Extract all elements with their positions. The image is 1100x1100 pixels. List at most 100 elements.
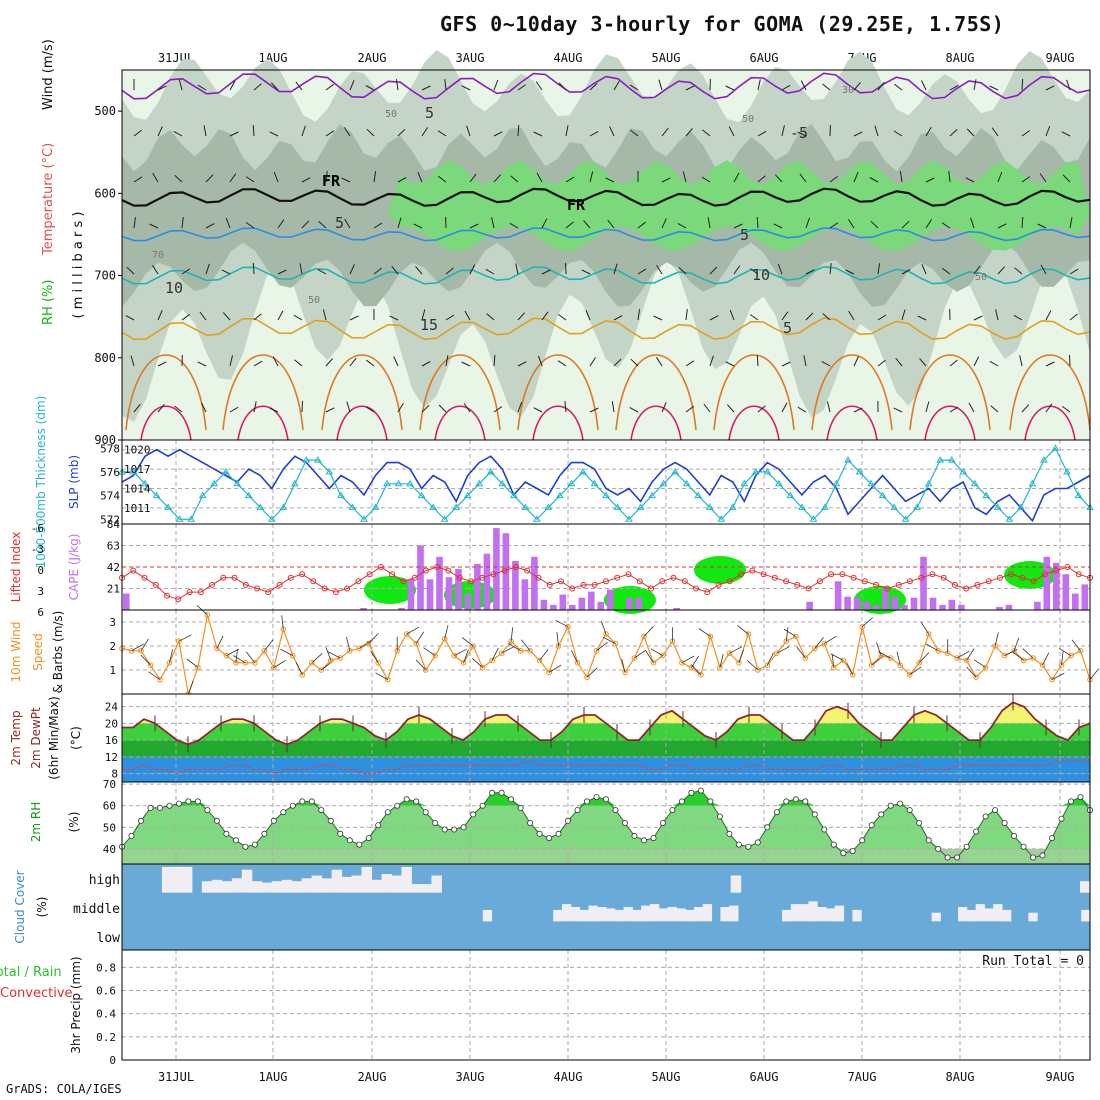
lifted-index-marker bbox=[794, 581, 801, 588]
thickness-marker bbox=[406, 479, 414, 487]
ylabel-millibars: ( m i l l i b a r s ) bbox=[71, 212, 86, 319]
wind-barb bbox=[222, 312, 231, 321]
wind-speed-marker bbox=[498, 650, 505, 657]
wind-barb-10m bbox=[415, 659, 426, 671]
y-tick-label: 900 bbox=[94, 433, 116, 447]
cape-bar bbox=[948, 599, 956, 610]
wind-barb bbox=[611, 401, 615, 413]
wind-barb-10m bbox=[747, 660, 759, 671]
wind-barb bbox=[948, 171, 951, 183]
cape-bar bbox=[806, 601, 813, 610]
wind-ylabel-a: 10m Wind bbox=[9, 622, 23, 683]
thickness-marker bbox=[682, 479, 691, 487]
cloud-high-bar bbox=[221, 881, 233, 893]
cape-bar bbox=[920, 556, 927, 610]
wind-barb-10m bbox=[994, 632, 999, 647]
rh2m-marker bbox=[289, 802, 296, 809]
wind-barb bbox=[464, 310, 471, 321]
wind-speed-marker bbox=[309, 660, 315, 666]
contour-label: 5 bbox=[335, 214, 344, 232]
wind-speed-marker bbox=[764, 662, 771, 669]
wind-barb bbox=[149, 223, 159, 229]
rh2m-marker bbox=[308, 798, 315, 805]
wind-barb-10m bbox=[966, 666, 977, 678]
isotherm-20-loop bbox=[615, 354, 697, 431]
lifted-index-marker bbox=[704, 589, 711, 596]
cloud-ylabel-b: (%) bbox=[35, 897, 49, 918]
rh2m-marker bbox=[906, 807, 913, 814]
wind-barb bbox=[133, 403, 141, 413]
wind-barb bbox=[391, 265, 399, 275]
wind-barb bbox=[421, 85, 431, 91]
rh2m-marker bbox=[213, 817, 220, 824]
wind-barb bbox=[973, 315, 983, 321]
wind-barb bbox=[756, 354, 759, 367]
lifted-index-marker bbox=[625, 571, 632, 578]
rh2m-marker bbox=[697, 787, 704, 794]
wind-speed-marker bbox=[660, 652, 666, 659]
lifted-index-marker bbox=[1075, 571, 1082, 578]
wind-barb bbox=[252, 124, 255, 137]
wind-barb bbox=[656, 357, 663, 367]
wind-barb-10m bbox=[831, 653, 835, 668]
wind-barb bbox=[421, 361, 431, 367]
thickness-marker bbox=[325, 467, 334, 475]
wind-barb-10m bbox=[311, 653, 323, 664]
wind-barb-10m bbox=[738, 649, 745, 663]
wind-barb bbox=[269, 407, 279, 413]
wind-barb bbox=[613, 358, 622, 367]
thickness-marker bbox=[648, 491, 656, 499]
wind-speed-marker bbox=[546, 669, 552, 676]
rh2m-marker bbox=[204, 807, 211, 814]
wind-barb bbox=[1021, 78, 1024, 91]
wind-barb bbox=[157, 85, 167, 91]
isotherm-20-loop bbox=[517, 354, 599, 431]
lifted-index-marker bbox=[377, 564, 384, 570]
slp-ylabel-left: 1000-500mb Thickness (dm) bbox=[34, 396, 48, 569]
wind-barb-10m bbox=[600, 620, 607, 635]
rh2m-marker bbox=[327, 817, 334, 824]
wind-barb bbox=[325, 171, 328, 183]
wind-barb bbox=[301, 220, 310, 229]
wind-barb bbox=[749, 268, 759, 275]
wind-speed-marker bbox=[147, 662, 154, 669]
wind-barb bbox=[461, 85, 471, 91]
wind-barb bbox=[317, 268, 327, 275]
wind-barb bbox=[349, 80, 355, 91]
slp-tick-label: 1017 bbox=[124, 463, 151, 476]
wind-barb bbox=[877, 314, 887, 321]
cloud-high-bar bbox=[161, 866, 173, 893]
wind-barb bbox=[685, 128, 693, 137]
cloud-high-bar bbox=[1080, 881, 1091, 893]
cloud-high-bar bbox=[371, 879, 382, 893]
wind-barb bbox=[973, 79, 977, 91]
wind-barb bbox=[1013, 314, 1023, 321]
wind-ylabel-c: & Barbs (m/s) bbox=[51, 611, 65, 694]
wind-barb bbox=[853, 82, 861, 91]
rh2m-marker bbox=[185, 798, 192, 805]
thickness-marker bbox=[636, 503, 645, 510]
lifted-index-marker bbox=[693, 585, 699, 592]
thickness-marker bbox=[360, 515, 368, 522]
wind-barb bbox=[325, 358, 333, 367]
cape-bar bbox=[901, 604, 908, 610]
wind-barb bbox=[157, 403, 165, 413]
wind-speed-marker bbox=[925, 631, 932, 637]
wind-barb bbox=[901, 309, 906, 321]
wind-barb bbox=[725, 361, 735, 367]
wind-barb-10m bbox=[169, 649, 174, 663]
wind-barb bbox=[585, 310, 591, 321]
date-label-top: 4AUG bbox=[554, 51, 583, 65]
cloud-middle-bar bbox=[834, 905, 845, 922]
wind-barb bbox=[781, 361, 791, 367]
wind-barb bbox=[325, 83, 334, 91]
ylabel-cloud-cover: Cloud Cover bbox=[13, 870, 27, 943]
thickness-marker bbox=[659, 479, 668, 487]
wind-barb-10m bbox=[643, 625, 654, 637]
rh2m-marker bbox=[773, 809, 780, 816]
wind-barb-10m bbox=[186, 658, 199, 668]
wind-barb bbox=[581, 269, 591, 275]
wind-speed-marker bbox=[982, 664, 989, 671]
lifted-index-marker bbox=[130, 567, 137, 574]
wind-barb-10m bbox=[920, 621, 930, 635]
